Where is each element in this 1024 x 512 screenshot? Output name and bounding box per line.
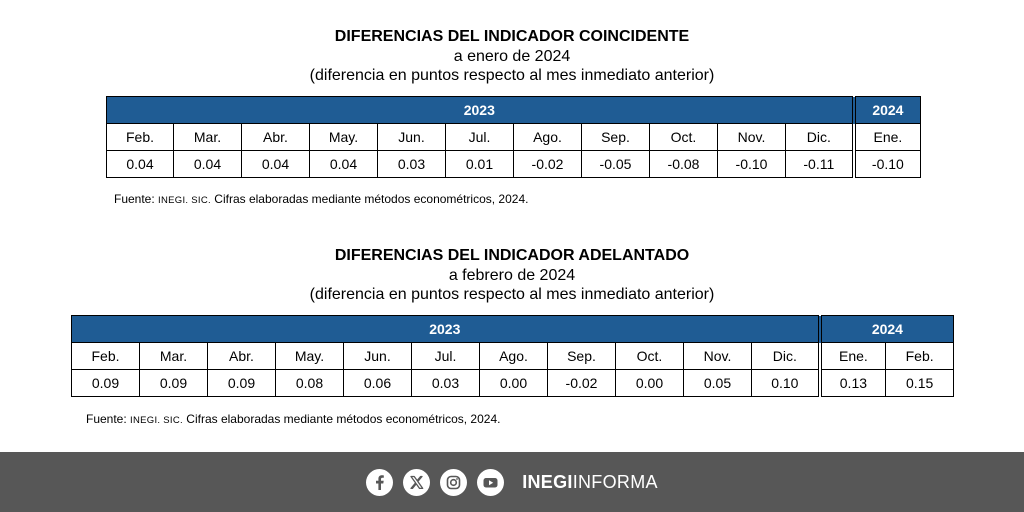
value-cell: -0.10: [851, 150, 922, 178]
value-cell: 0.03: [411, 369, 480, 397]
month-cell: Ene.: [851, 123, 922, 151]
x-icon[interactable]: [403, 468, 431, 496]
value-cell: -0.11: [784, 150, 855, 178]
leading-subtitle: a febrero de 2024: [448, 267, 576, 284]
value-cell: 0.04: [173, 150, 242, 178]
year-header-2023: 2023: [105, 96, 855, 124]
leading-title: DIFERENCIAS DEL INDICADOR ADELANTADO: [334, 247, 690, 264]
month-cell: Mar.: [139, 342, 208, 370]
month-cell: May.: [275, 342, 344, 370]
brand-logo-text: INEGIINFORMA: [522, 472, 658, 493]
table-year-row: 2023 2024: [70, 315, 955, 343]
value-cell: 0.04: [241, 150, 310, 178]
coincident-header: DIFERENCIAS DEL INDICADOR COINCIDENTE a …: [0, 27, 1024, 85]
table-value-row: 0.04 0.04 0.04 0.04 0.03 0.01 -0.02 -0.0…: [106, 150, 922, 178]
value-cell: 0.09: [71, 369, 140, 397]
month-cell: Feb.: [106, 123, 174, 151]
source-prefix: Fuente:: [114, 192, 159, 206]
month-cell: Nov.: [717, 123, 786, 151]
coincident-note: (diferencia en puntos respecto al mes in…: [309, 67, 715, 84]
source-prefix: Fuente:: [86, 412, 131, 426]
leading-table: 2023 2024 Feb. Mar. Abr. May. Jun. Jul. …: [70, 315, 955, 397]
month-cell: Dic.: [750, 342, 821, 370]
youtube-icon[interactable]: [477, 468, 505, 496]
value-cell: 0.04: [106, 150, 174, 178]
value-cell: -0.10: [717, 150, 786, 178]
month-cell: Oct.: [649, 123, 718, 151]
table-value-row: 0.09 0.09 0.09 0.08 0.06 0.03 0.00 -0.02…: [71, 369, 955, 397]
value-cell: 0.04: [309, 150, 378, 178]
year-header-2024: 2024: [851, 96, 922, 124]
table-year-row: 2023 2024: [105, 96, 922, 124]
leading-note: (diferencia en puntos respecto al mes in…: [309, 286, 715, 303]
month-cell: Jul.: [411, 342, 480, 370]
month-cell: Sep.: [547, 342, 616, 370]
value-cell: 0.00: [615, 369, 684, 397]
value-cell: 0.10: [750, 369, 821, 397]
source-org: INEGI. SIC.: [130, 415, 183, 426]
value-cell: 0.13: [817, 369, 887, 397]
month-cell: Oct.: [615, 342, 684, 370]
value-cell: -0.02: [513, 150, 582, 178]
month-cell: Feb.: [71, 342, 140, 370]
facebook-icon[interactable]: [366, 468, 394, 496]
value-cell: 0.09: [139, 369, 208, 397]
coincident-subtitle: a enero de 2024: [453, 48, 571, 65]
month-cell: May.: [309, 123, 378, 151]
coincident-source-note: Fuente: INEGI. SIC. Cifras elaboradas me…: [114, 192, 528, 206]
coincident-table: 2023 2024 Feb. Mar. Abr. May. Jun. Jul. …: [105, 96, 922, 178]
source-text: Cifras elaboradas mediante métodos econo…: [210, 192, 529, 206]
month-cell: Nov.: [683, 342, 752, 370]
table-month-row: Feb. Mar. Abr. May. Jun. Jul. Ago. Sep. …: [106, 123, 922, 151]
value-cell: 0.08: [275, 369, 344, 397]
month-cell: Ene.: [817, 342, 887, 370]
brand-light: INFORMA: [572, 471, 658, 492]
month-cell: Sep.: [581, 123, 650, 151]
month-cell: Abr.: [207, 342, 276, 370]
value-cell: 0.05: [683, 369, 752, 397]
table-month-row: Feb. Mar. Abr. May. Jun. Jul. Ago. Sep. …: [71, 342, 955, 370]
value-cell: 0.09: [207, 369, 276, 397]
coincident-title: DIFERENCIAS DEL INDICADOR COINCIDENTE: [334, 28, 690, 45]
value-cell: 0.15: [885, 369, 955, 397]
month-cell: Jun.: [343, 342, 412, 370]
month-cell: Jun.: [377, 123, 446, 151]
leading-source-note: Fuente: INEGI. SIC. Cifras elaboradas me…: [86, 412, 500, 426]
brand-bold: INEGI: [522, 471, 573, 492]
value-cell: 0.03: [377, 150, 446, 178]
month-cell: Feb.: [885, 342, 955, 370]
source-org: INEGI. SIC.: [158, 195, 211, 206]
source-text: Cifras elaboradas mediante métodos econo…: [182, 412, 501, 426]
month-cell: Jul.: [445, 123, 514, 151]
month-cell: Ago.: [513, 123, 582, 151]
month-cell: Ago.: [479, 342, 548, 370]
year-header-2024: 2024: [817, 315, 955, 343]
value-cell: -0.02: [547, 369, 616, 397]
value-cell: 0.06: [343, 369, 412, 397]
value-cell: -0.08: [649, 150, 718, 178]
footer-bar: INEGIINFORMA: [0, 452, 1024, 512]
value-cell: 0.00: [479, 369, 548, 397]
year-header-2023: 2023: [70, 315, 821, 343]
leading-header: DIFERENCIAS DEL INDICADOR ADELANTADO a f…: [0, 246, 1024, 304]
instagram-icon[interactable]: [440, 468, 468, 496]
month-cell: Abr.: [241, 123, 310, 151]
social-links: INEGIINFORMA: [366, 468, 658, 496]
value-cell: 0.01: [445, 150, 514, 178]
value-cell: -0.05: [581, 150, 650, 178]
month-cell: Mar.: [173, 123, 242, 151]
month-cell: Dic.: [784, 123, 855, 151]
